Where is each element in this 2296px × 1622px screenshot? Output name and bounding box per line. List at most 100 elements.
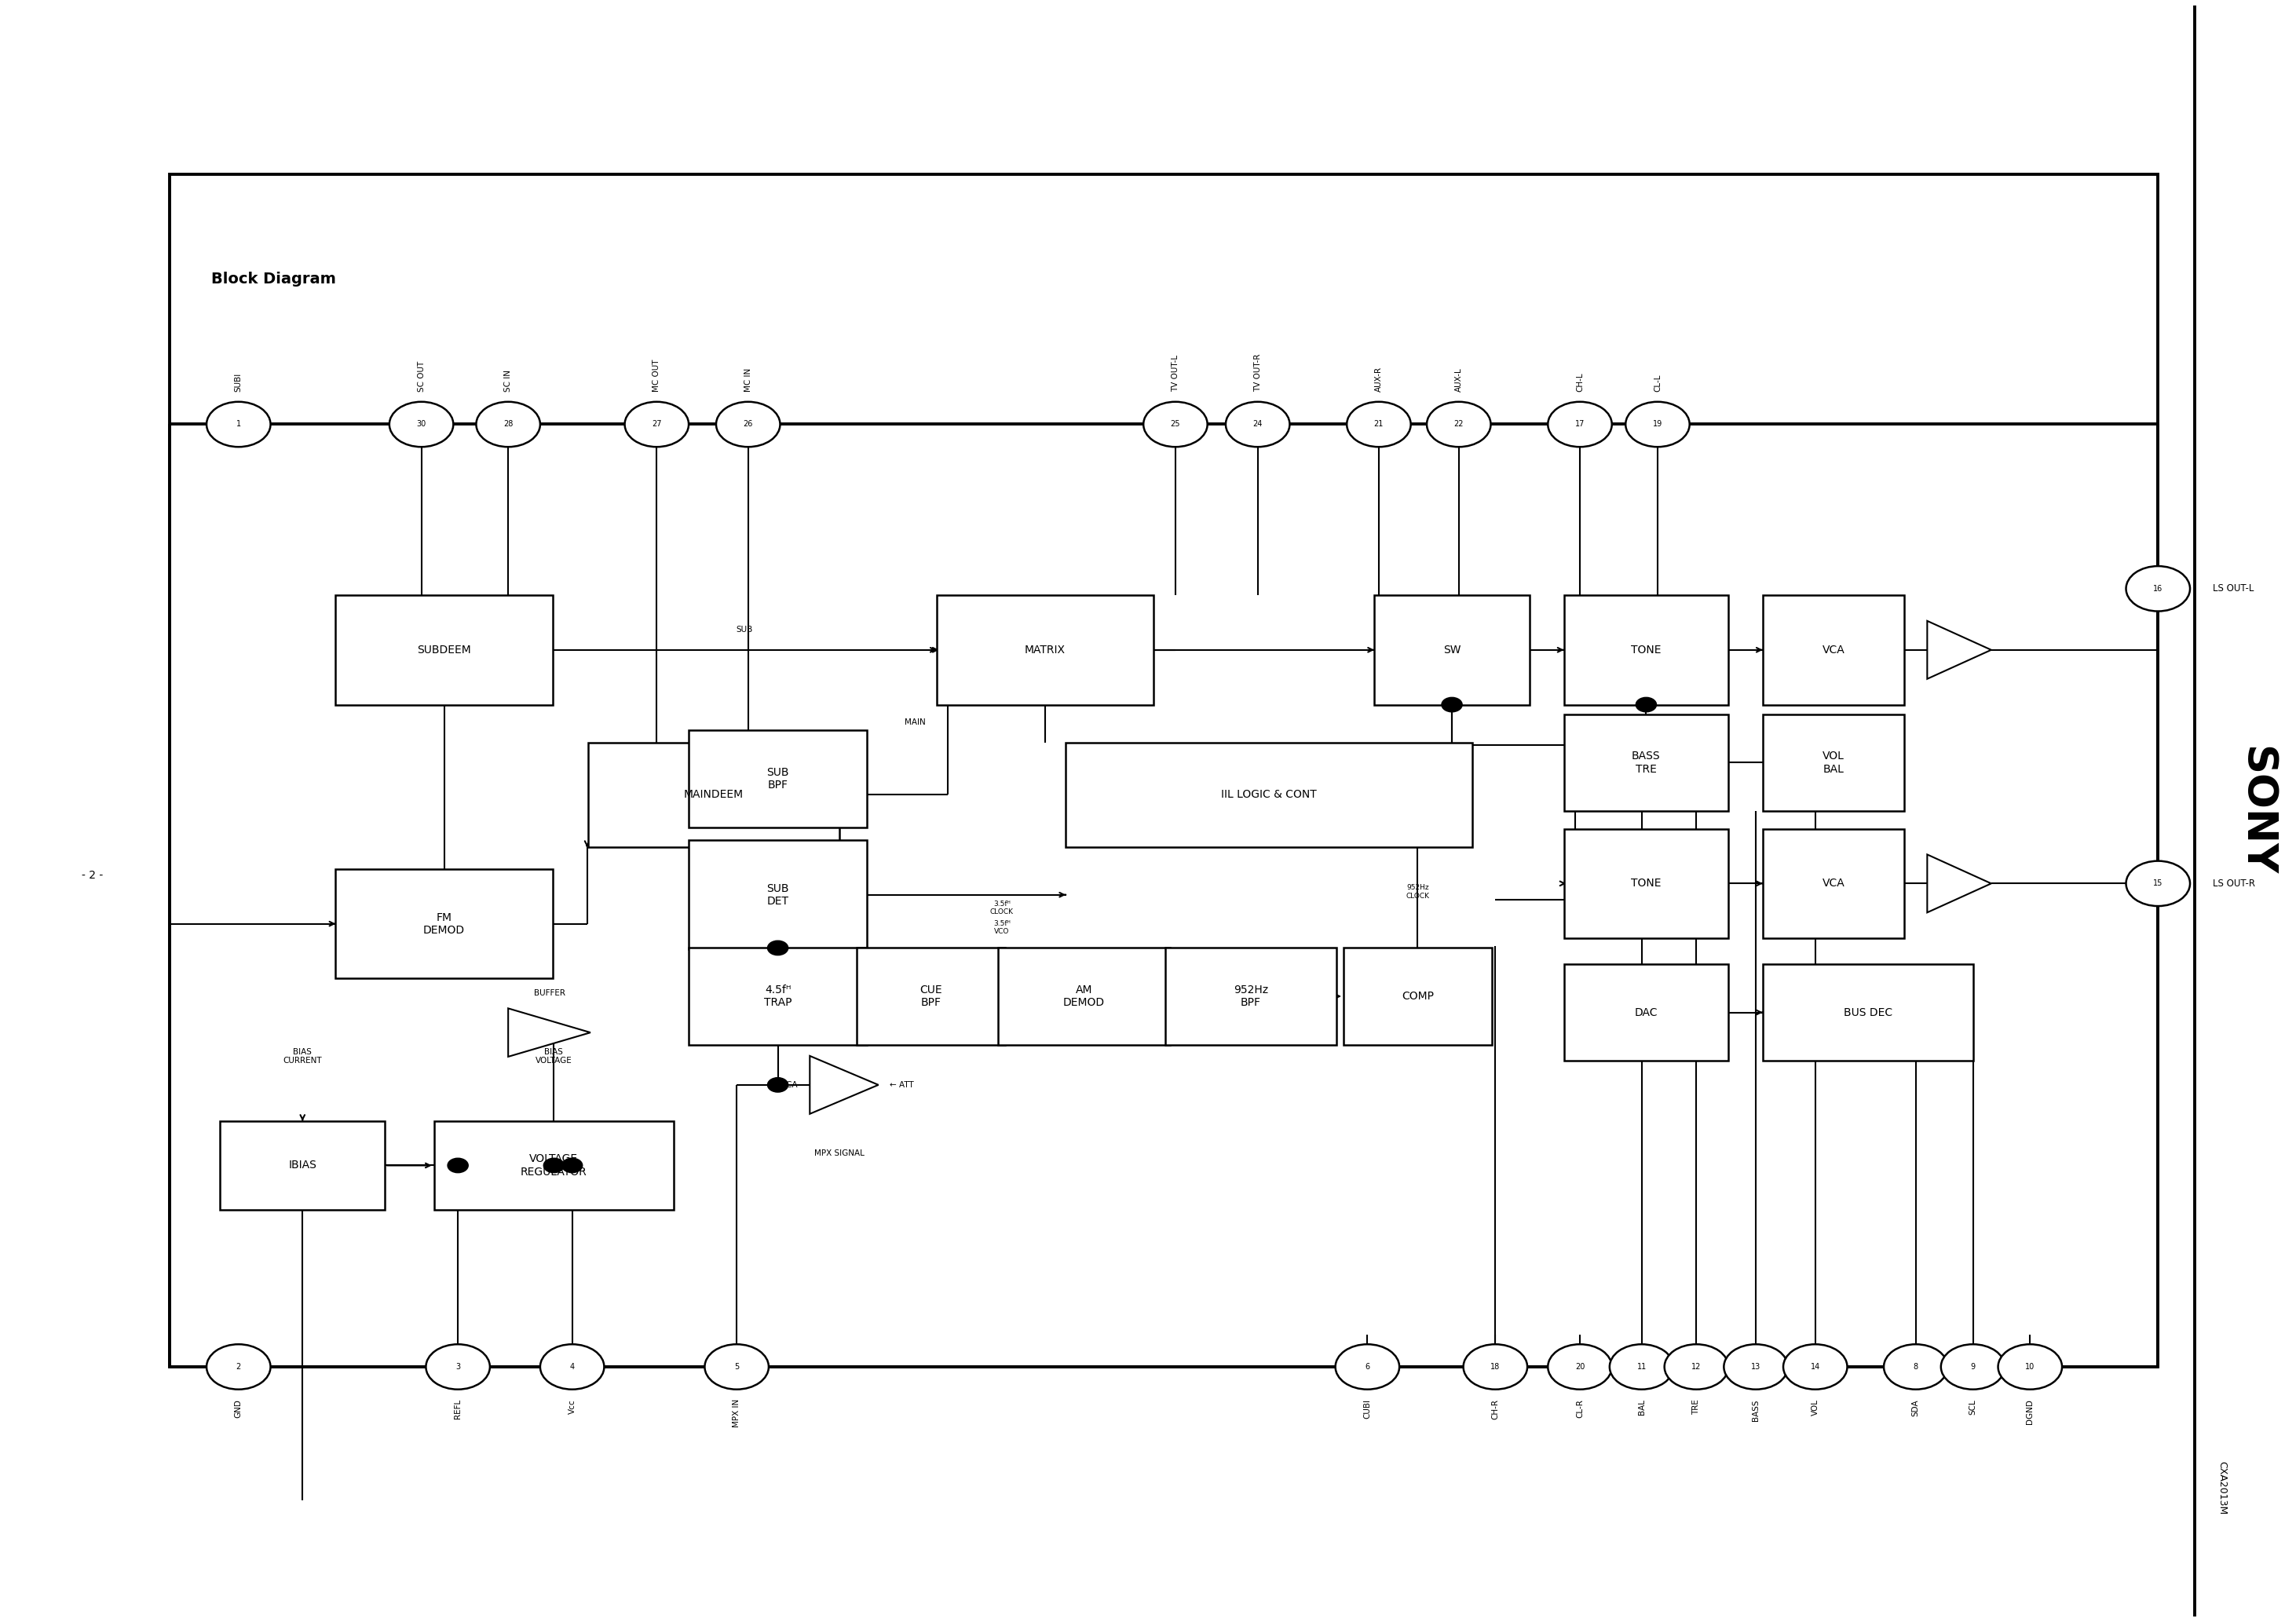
- Text: BAL: BAL: [1637, 1400, 1646, 1414]
- Circle shape: [716, 402, 781, 448]
- Text: BUFFER: BUFFER: [533, 989, 565, 998]
- Circle shape: [427, 1345, 489, 1390]
- Bar: [1763, 829, 1903, 938]
- Circle shape: [207, 402, 271, 448]
- Bar: [588, 743, 840, 847]
- Text: 21: 21: [1373, 420, 1384, 428]
- Bar: [1763, 963, 1972, 1061]
- Text: SUB
BPF: SUB BPF: [767, 767, 790, 790]
- Text: AUX-L: AUX-L: [1456, 368, 1463, 393]
- Text: MPX IN: MPX IN: [732, 1400, 742, 1427]
- Circle shape: [1548, 402, 1612, 448]
- Bar: [937, 595, 1153, 704]
- Polygon shape: [1926, 855, 1991, 913]
- Text: ← ATT: ← ATT: [891, 1080, 914, 1088]
- Text: CH-R: CH-R: [1492, 1400, 1499, 1419]
- Circle shape: [207, 1345, 271, 1390]
- Text: TRE: TRE: [1692, 1400, 1701, 1414]
- Text: 17: 17: [1575, 420, 1584, 428]
- Text: 3.5fᴴ
VCO: 3.5fᴴ VCO: [994, 920, 1010, 934]
- Text: CL-R: CL-R: [1575, 1400, 1584, 1418]
- Text: - 2 -: - 2 -: [83, 869, 103, 881]
- Circle shape: [1609, 1345, 1674, 1390]
- Text: 13: 13: [1752, 1362, 1761, 1371]
- Text: IIL LOGIC & CONT: IIL LOGIC & CONT: [1221, 790, 1318, 800]
- Circle shape: [705, 1345, 769, 1390]
- Text: SUB
DET: SUB DET: [767, 882, 790, 907]
- Text: FM
DEMOD: FM DEMOD: [422, 912, 466, 936]
- Text: GND: GND: [234, 1400, 243, 1418]
- Text: IBIAS: IBIAS: [289, 1160, 317, 1171]
- Text: VCA: VCA: [1823, 878, 1844, 889]
- Text: VOLTAGE
REGULATOR: VOLTAGE REGULATOR: [521, 1153, 588, 1178]
- Polygon shape: [810, 1056, 879, 1114]
- Circle shape: [1426, 402, 1490, 448]
- Text: SUBI: SUBI: [234, 373, 243, 393]
- Text: BUS DEC: BUS DEC: [1844, 1007, 1892, 1019]
- Text: 8: 8: [1913, 1362, 1917, 1371]
- Bar: [1375, 595, 1529, 704]
- Text: LS OUT-L: LS OUT-L: [2213, 584, 2255, 594]
- Text: MPX SIGNAL: MPX SIGNAL: [815, 1150, 866, 1156]
- Text: SW: SW: [1444, 644, 1460, 655]
- Text: 952Hz
CLOCK: 952Hz CLOCK: [1405, 884, 1430, 900]
- Bar: [1564, 829, 1729, 938]
- Text: CL-L: CL-L: [1653, 375, 1662, 393]
- Bar: [1564, 714, 1729, 811]
- Text: 5: 5: [735, 1362, 739, 1371]
- Circle shape: [1883, 1345, 1947, 1390]
- Text: AM
DEMOD: AM DEMOD: [1063, 985, 1104, 1009]
- Bar: [1343, 947, 1492, 1045]
- Bar: [335, 869, 553, 978]
- Bar: [856, 947, 1006, 1045]
- Text: TV OUT-R: TV OUT-R: [1254, 354, 1261, 393]
- Circle shape: [1626, 402, 1690, 448]
- Bar: [1763, 595, 1903, 704]
- Text: 3.5fᴴ
CLOCK: 3.5fᴴ CLOCK: [990, 900, 1013, 916]
- Text: VCA: VCA: [1823, 644, 1844, 655]
- Text: Block Diagram: Block Diagram: [211, 272, 335, 287]
- Text: CH-L: CH-L: [1575, 373, 1584, 393]
- Text: VOL
BAL: VOL BAL: [1823, 751, 1844, 775]
- Text: 2: 2: [236, 1362, 241, 1371]
- Text: 11: 11: [1637, 1362, 1646, 1371]
- Circle shape: [1548, 1345, 1612, 1390]
- Text: 952Hz
BPF: 952Hz BPF: [1233, 985, 1267, 1009]
- Text: 20: 20: [1575, 1362, 1584, 1371]
- Bar: [220, 1121, 386, 1210]
- Text: 25: 25: [1171, 420, 1180, 428]
- Circle shape: [2126, 566, 2190, 611]
- Circle shape: [767, 941, 788, 955]
- Text: TONE: TONE: [1630, 644, 1662, 655]
- Bar: [1164, 947, 1336, 1045]
- Bar: [1065, 743, 1472, 847]
- Text: 9: 9: [1970, 1362, 1975, 1371]
- Text: VCA: VCA: [781, 1080, 799, 1088]
- Text: 28: 28: [503, 420, 512, 428]
- Text: COMP: COMP: [1401, 991, 1433, 1002]
- Text: VOL: VOL: [1812, 1400, 1818, 1416]
- Circle shape: [1784, 1345, 1848, 1390]
- Text: MAINDEEM: MAINDEEM: [684, 790, 744, 800]
- Circle shape: [390, 402, 452, 448]
- Text: BIAS
VOLTAGE: BIAS VOLTAGE: [535, 1048, 572, 1064]
- Text: 22: 22: [1453, 420, 1463, 428]
- Text: CUE
CARRIOR: CUE CARRIOR: [822, 900, 854, 916]
- Circle shape: [1665, 1345, 1729, 1390]
- Circle shape: [625, 402, 689, 448]
- Text: CXA2013M: CXA2013M: [2218, 1461, 2227, 1515]
- Text: SONY: SONY: [2236, 746, 2278, 876]
- Text: 16: 16: [2154, 586, 2163, 592]
- Text: 19: 19: [1653, 420, 1662, 428]
- Circle shape: [1442, 697, 1463, 712]
- Text: LS OUT-R: LS OUT-R: [2213, 879, 2255, 889]
- Text: SC IN: SC IN: [505, 370, 512, 393]
- Text: TV OUT-L: TV OUT-L: [1171, 355, 1180, 393]
- Circle shape: [2126, 861, 2190, 907]
- Bar: [434, 1121, 673, 1210]
- Text: DGND: DGND: [2025, 1400, 2034, 1424]
- Polygon shape: [507, 1009, 590, 1056]
- Text: 18: 18: [1490, 1362, 1499, 1371]
- Text: 4: 4: [569, 1362, 574, 1371]
- Text: MATRIX: MATRIX: [1024, 644, 1065, 655]
